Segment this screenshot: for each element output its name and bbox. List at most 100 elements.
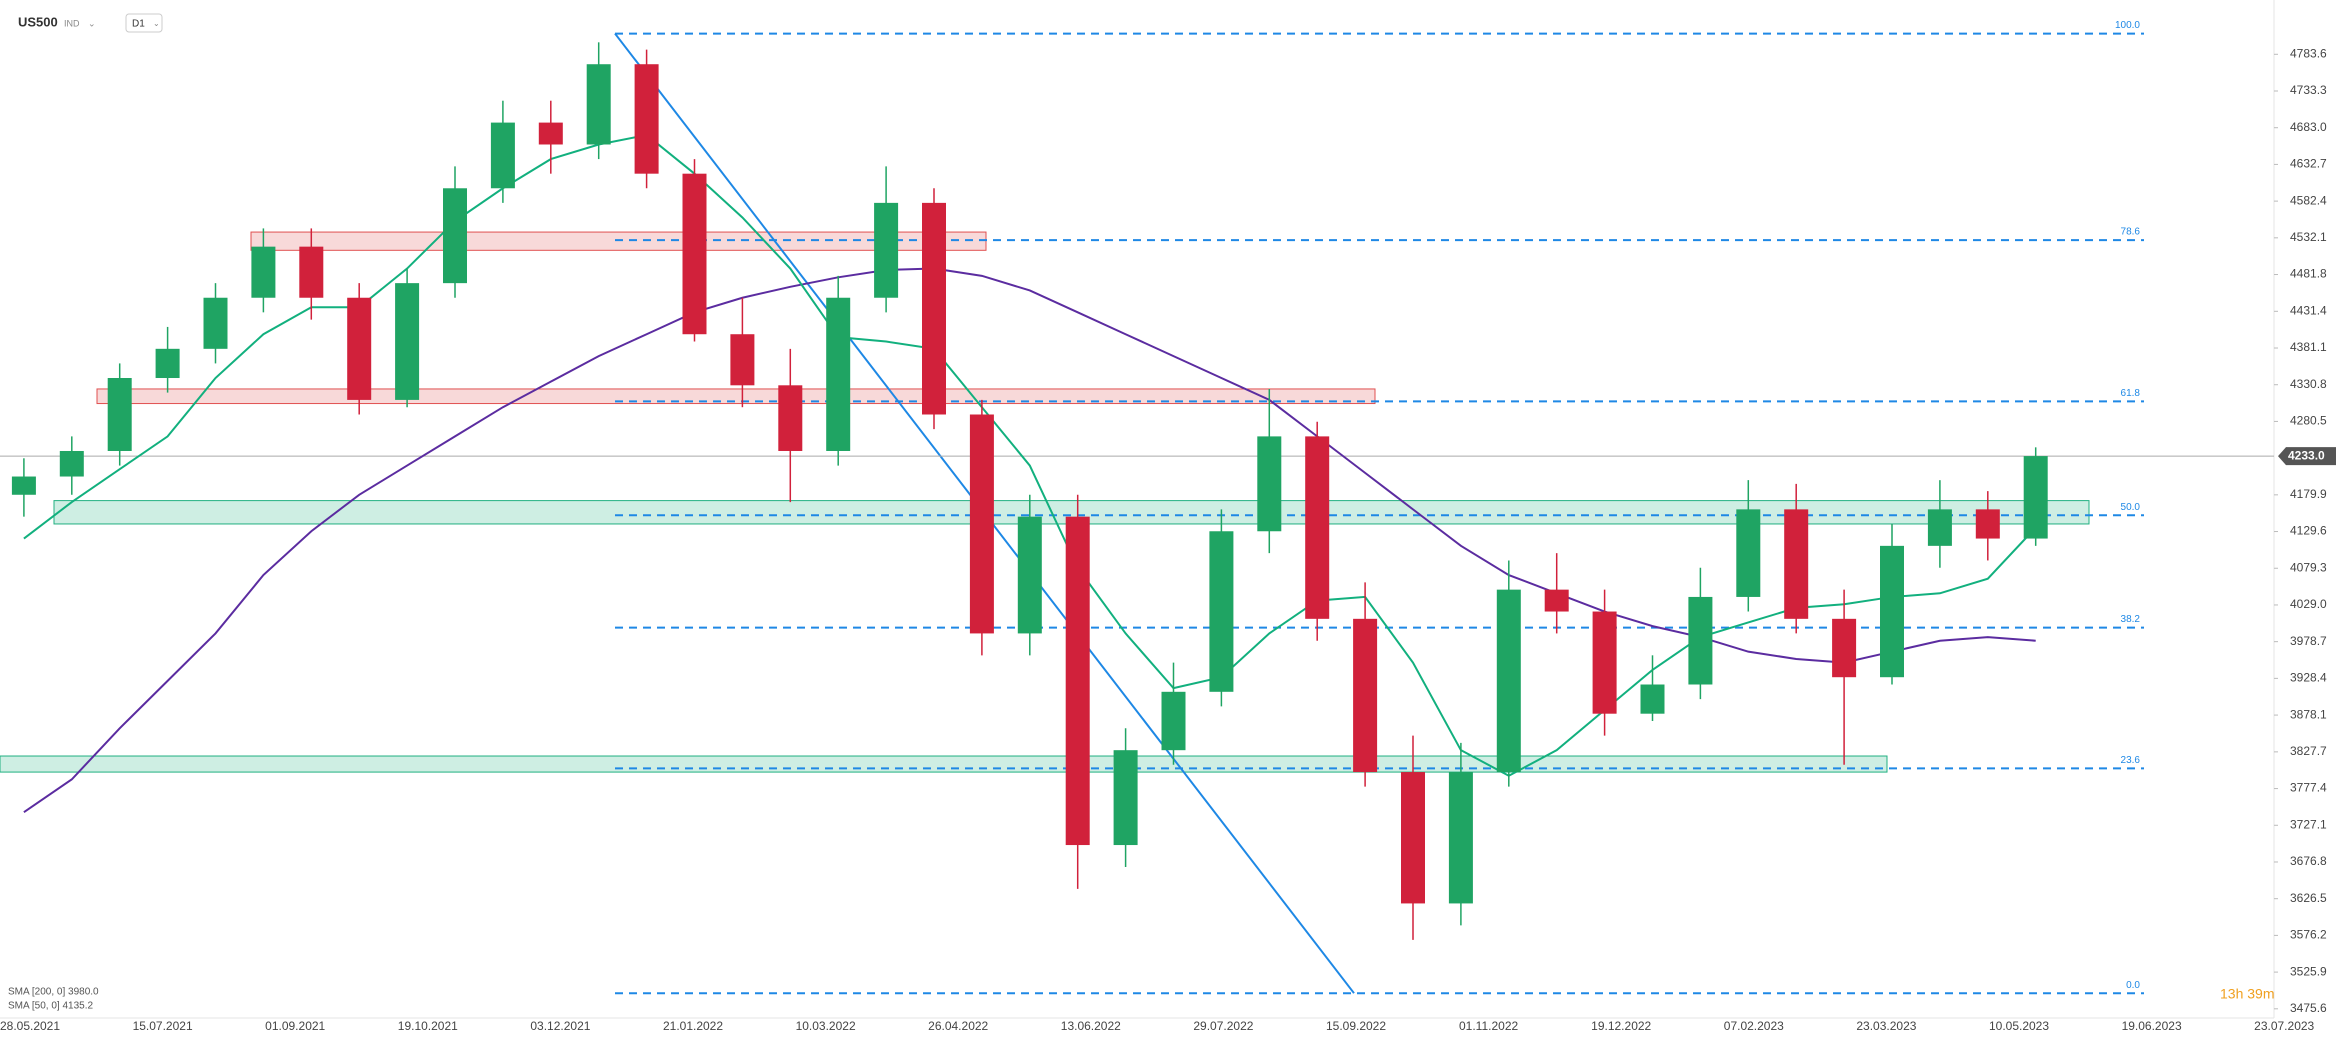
candle-body bbox=[443, 188, 467, 284]
candle-body bbox=[1017, 516, 1042, 634]
legend-sma50[interactable]: SMA [50, 0] 4135.2 bbox=[8, 1001, 93, 1012]
x-tick-label: 15.09.2022 bbox=[1326, 1019, 1386, 1033]
y-tick-label: 4733.3 bbox=[2290, 83, 2327, 97]
current-price-box bbox=[2278, 447, 2336, 466]
x-tick-label: 01.09.2021 bbox=[265, 1019, 325, 1033]
candle-body bbox=[1975, 509, 2000, 539]
candle-body bbox=[107, 378, 132, 451]
x-tick-label: 10.05.2023 bbox=[1989, 1019, 2049, 1033]
y-tick-label: 4381.1 bbox=[2290, 340, 2327, 354]
y-tick-label: 4783.6 bbox=[2290, 46, 2327, 60]
candle-body bbox=[1784, 509, 1809, 619]
x-tick-label: 13.06.2022 bbox=[1061, 1019, 1121, 1033]
x-tick-label: 19.10.2021 bbox=[398, 1019, 458, 1033]
candle-body bbox=[299, 246, 324, 298]
candle-body bbox=[1113, 750, 1138, 846]
y-tick-label: 4330.8 bbox=[2290, 377, 2327, 391]
x-tick-label: 01.11.2022 bbox=[1459, 1019, 1518, 1033]
candle-body bbox=[682, 173, 707, 335]
candle-body bbox=[1496, 589, 1521, 773]
candle-body bbox=[251, 246, 276, 298]
dropdown-arrow[interactable]: ⌄ bbox=[88, 18, 96, 28]
y-tick-label: 3978.7 bbox=[2290, 634, 2327, 648]
y-tick-label: 3525.9 bbox=[2290, 964, 2327, 978]
timer: 13h 39m bbox=[2220, 986, 2274, 1002]
candle-body bbox=[634, 64, 659, 174]
candle-body bbox=[922, 202, 946, 415]
x-tick-label: 23.07.2023 bbox=[2254, 1019, 2314, 1033]
market: IND bbox=[64, 18, 80, 28]
candle-body bbox=[203, 297, 228, 349]
y-tick-label: 3777.4 bbox=[2290, 781, 2327, 795]
candle-body bbox=[1736, 509, 1761, 597]
candle-body bbox=[59, 450, 84, 477]
zone bbox=[96, 388, 1376, 405]
fib-label: 38.2 bbox=[2121, 614, 2141, 625]
dropdown-arrow[interactable]: ⌄ bbox=[153, 19, 160, 28]
x-tick-label: 19.06.2023 bbox=[2122, 1019, 2182, 1033]
x-tick-label: 23.03.2023 bbox=[1856, 1019, 1916, 1033]
candle-body bbox=[1880, 545, 1904, 678]
y-tick-label: 3878.1 bbox=[2290, 707, 2327, 721]
candle-body bbox=[1544, 589, 1569, 612]
y-tick-label: 3475.6 bbox=[2290, 1001, 2327, 1015]
timeframe-select[interactable] bbox=[125, 13, 163, 33]
x-tick-label: 10.03.2022 bbox=[796, 1019, 856, 1033]
x-tick-label: 07.02.2023 bbox=[1724, 1019, 1784, 1033]
y-tick-label: 3676.8 bbox=[2290, 854, 2327, 868]
y-tick-label: 4079.3 bbox=[2290, 560, 2327, 574]
y-tick-label: 4532.1 bbox=[2290, 230, 2327, 244]
x-tick-label: 15.07.2021 bbox=[133, 1019, 193, 1033]
timeframe: D1 bbox=[132, 19, 145, 30]
candle-body bbox=[1257, 436, 1282, 532]
candle-body bbox=[1832, 618, 1857, 678]
x-tick-label: 29.07.2022 bbox=[1193, 1019, 1253, 1033]
candle-body bbox=[395, 283, 420, 400]
candle-body bbox=[1640, 684, 1665, 714]
candle-body bbox=[538, 122, 563, 145]
y-tick-label: 4280.5 bbox=[2290, 414, 2327, 428]
y-tick-label: 3626.5 bbox=[2290, 891, 2327, 905]
candle-body bbox=[969, 414, 994, 634]
sma-line bbox=[23, 133, 2037, 777]
fib-label: 78.6 bbox=[2121, 227, 2141, 238]
y-tick-label: 3928.4 bbox=[2290, 671, 2327, 685]
x-tick-label: 03.12.2021 bbox=[530, 1019, 590, 1033]
current-price-label: 4233.0 bbox=[2288, 448, 2325, 462]
fib-label: 100.0 bbox=[2115, 20, 2140, 31]
candle-body bbox=[1592, 611, 1617, 714]
x-tick-label: 21.01.2022 bbox=[663, 1019, 723, 1033]
y-tick-label: 4179.9 bbox=[2290, 487, 2327, 501]
candle-body bbox=[155, 348, 180, 379]
y-tick-label: 3827.7 bbox=[2290, 744, 2327, 758]
candle-body bbox=[1688, 596, 1713, 685]
fib-label: 0.0 bbox=[2126, 980, 2140, 991]
candle-body bbox=[1305, 436, 1330, 619]
candle-body bbox=[874, 202, 899, 298]
candle-body bbox=[1065, 516, 1090, 846]
y-tick-label: 4632.7 bbox=[2290, 157, 2327, 171]
y-tick-label: 3576.2 bbox=[2290, 928, 2327, 942]
candle-body bbox=[1209, 531, 1234, 692]
y-tick-label: 4431.4 bbox=[2290, 303, 2327, 317]
candle-body bbox=[1353, 618, 1378, 773]
y-tick-label: 4582.4 bbox=[2290, 193, 2327, 207]
candle-body bbox=[347, 297, 372, 400]
candle-body bbox=[826, 297, 851, 451]
fib-label: 61.8 bbox=[2121, 388, 2141, 399]
y-tick-label: 4029.0 bbox=[2290, 597, 2327, 611]
zone bbox=[250, 231, 987, 251]
candle-body bbox=[1448, 772, 1473, 904]
candle-body bbox=[1401, 772, 1425, 904]
candle-body bbox=[1927, 509, 1952, 546]
x-tick-label: 28.05.2021 bbox=[0, 1019, 60, 1033]
candle-body bbox=[1161, 691, 1186, 751]
candle-body bbox=[11, 476, 36, 495]
symbol: US500 bbox=[18, 14, 58, 29]
x-tick-label: 19.12.2022 bbox=[1591, 1019, 1651, 1033]
zone bbox=[0, 755, 1888, 773]
legend-sma200[interactable]: SMA [200, 0] 3980.0 bbox=[8, 987, 99, 998]
y-tick-label: 4481.8 bbox=[2290, 267, 2327, 281]
candle-body bbox=[778, 385, 803, 451]
